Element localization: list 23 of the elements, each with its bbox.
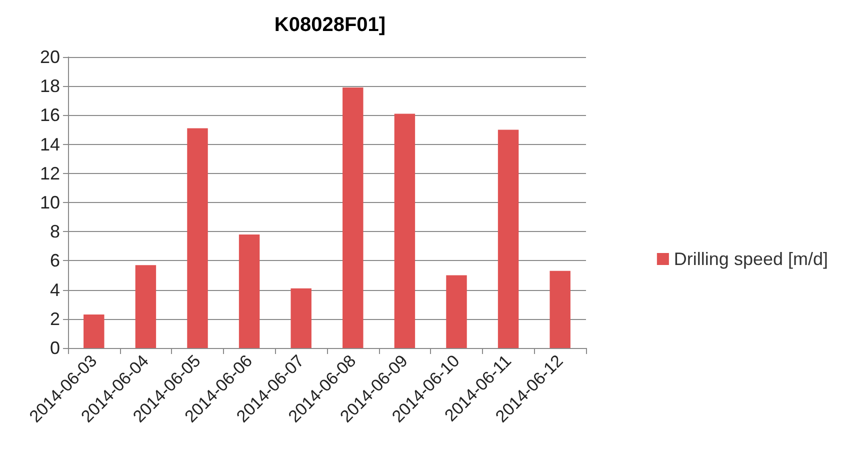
y-tick-label: 20 (40, 47, 60, 67)
y-tick-label: 8 (50, 222, 60, 242)
bar (290, 288, 312, 348)
legend-label: Drilling speed [m/d] (674, 249, 828, 269)
y-tick-label: 0 (50, 338, 60, 358)
bar (342, 88, 364, 348)
bar (238, 234, 260, 348)
y-tick-label: 2 (50, 308, 60, 329)
y-tick-label: 16 (40, 105, 60, 126)
bar (187, 128, 208, 348)
bar (550, 270, 570, 348)
bar (135, 265, 156, 348)
chart-title: K08028F01] (274, 14, 386, 36)
y-tick-label: 10 (40, 192, 60, 212)
bar (446, 275, 467, 348)
y-tick-label: 4 (50, 280, 60, 300)
bar (84, 314, 104, 348)
y-tick-label: 6 (50, 250, 60, 271)
bar (394, 114, 416, 348)
y-tick-label: 12 (40, 163, 60, 184)
y-tick-label: 18 (40, 76, 60, 96)
bar (498, 130, 519, 348)
y-tick-label: 14 (40, 134, 60, 154)
